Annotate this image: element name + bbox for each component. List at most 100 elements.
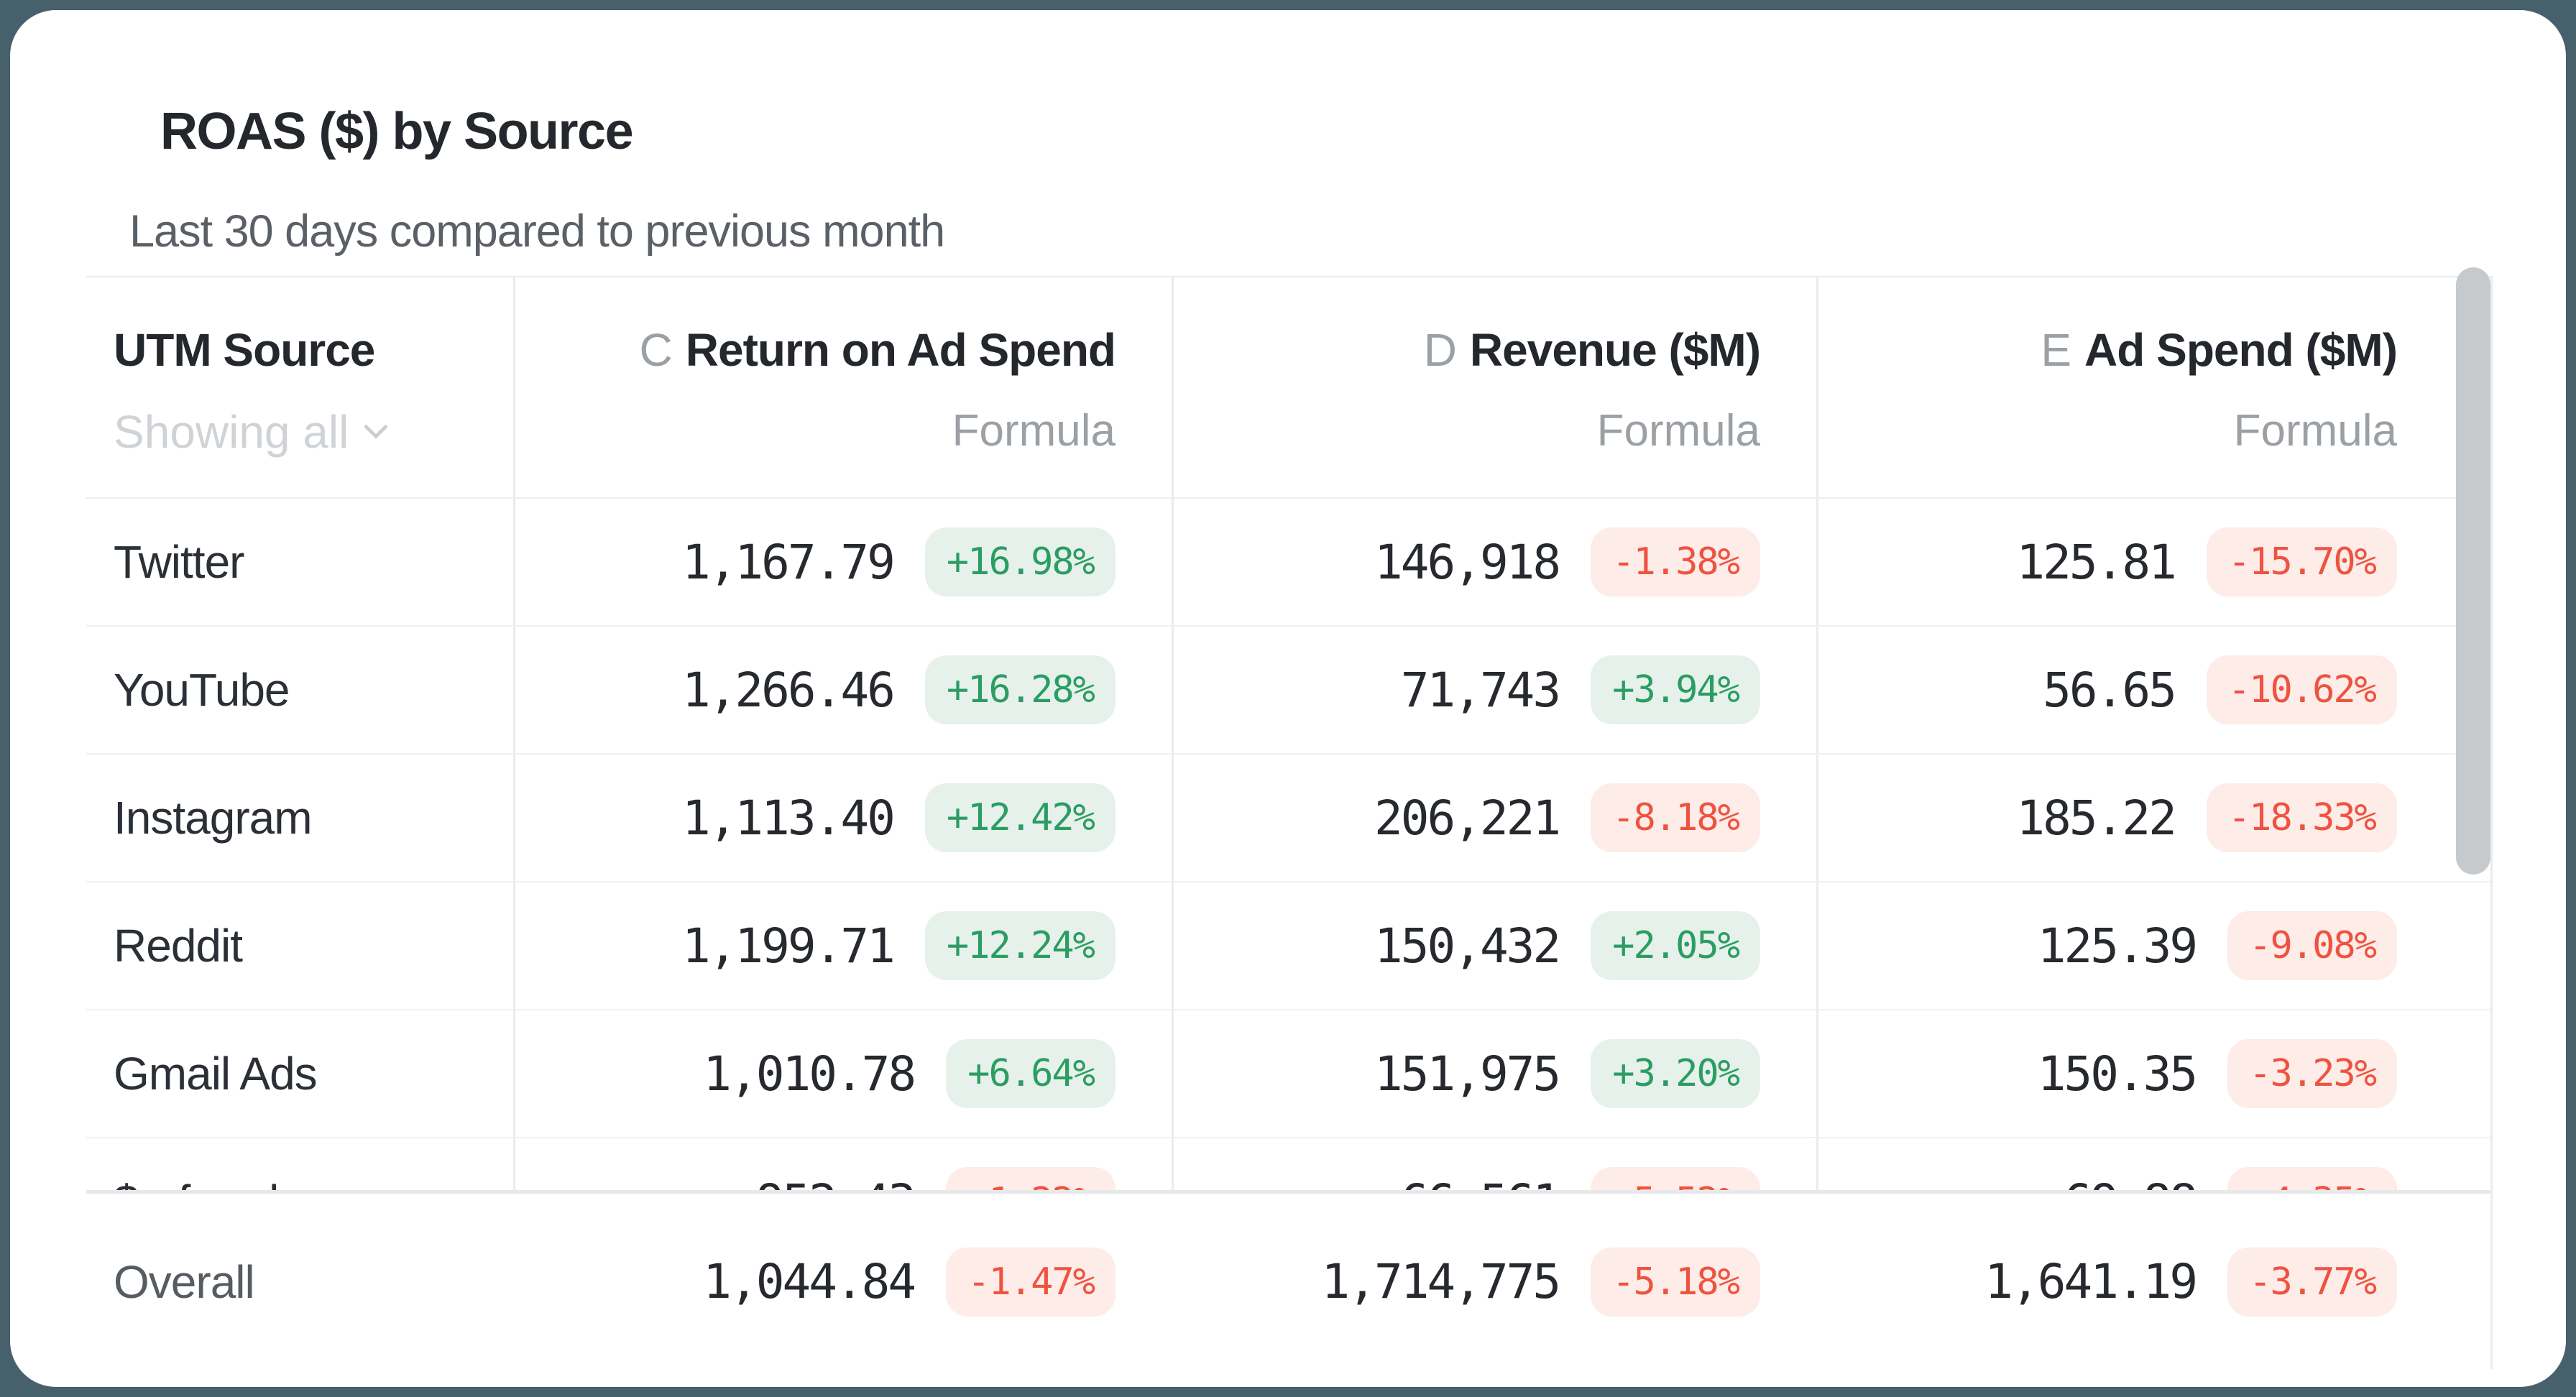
metric-cell: 150,432 +2.05% <box>1172 882 1816 1009</box>
metric-value: 125.81 <box>2016 534 2176 590</box>
change-badge: -5.18% <box>1591 1247 1760 1317</box>
change-badge: -18.33% <box>2206 783 2397 852</box>
metric-value: 1,010.78 <box>703 1046 916 1102</box>
metric-value: 151,975 <box>1374 1046 1561 1102</box>
table-row: Twitter 1,167.79 +16.98% 146,918 -1.38% … <box>86 499 2490 627</box>
metric-cell: 1,266.46 +16.28% <box>513 627 1172 753</box>
change-badge: -8.18% <box>1591 783 1760 852</box>
table-body: Twitter 1,167.79 +16.98% 146,918 -1.38% … <box>86 499 2490 1190</box>
change-badge: +16.28% <box>924 655 1116 724</box>
metric-column-title-line: C Return on Ad Spend <box>640 323 1116 377</box>
column-letter: C <box>639 324 673 376</box>
table-row: $referral 952.43 -1.22% 66,561 -5.52% 69… <box>86 1138 2490 1190</box>
metric-value: 150,432 <box>1374 918 1561 974</box>
column-formula-label: Formula <box>1596 406 1760 456</box>
column-title: Ad Spend ($M) <box>2084 324 2398 376</box>
metric-cell: 56.65 -10.62% <box>1816 627 2490 753</box>
vertical-scrollbar-thumb[interactable] <box>2456 267 2490 875</box>
source-cell: Gmail Ads <box>114 1048 318 1099</box>
table-row: Instagram 1,113.40 +12.42% 206,221 -8.18… <box>86 755 2490 882</box>
metric-cell: 1,010.78 +6.64% <box>513 1010 1172 1137</box>
metric-cell: 952.43 -1.22% <box>513 1138 1172 1190</box>
metric-cell: 69.88 -4.35% <box>1816 1138 2490 1190</box>
metric-cell: 1,167.79 +16.98% <box>513 499 1172 625</box>
table-row: Reddit 1,199.71 +12.24% 150,432 +2.05% 1… <box>86 882 2490 1010</box>
metric-value: 1,044.84 <box>703 1254 916 1309</box>
metric-value: 146,918 <box>1374 534 1561 590</box>
metric-cell: 66,561 -5.52% <box>1172 1138 1816 1190</box>
change-badge: +6.64% <box>946 1039 1116 1108</box>
card-title: ROAS ($) by Source <box>160 103 634 160</box>
card-subtitle: Last 30 days compared to previous month <box>129 206 945 257</box>
column-letter: D <box>1423 324 1457 376</box>
source-cell: Overall <box>114 1255 255 1308</box>
metric-column-header[interactable]: C Return on Ad Spend Formula <box>513 277 1172 497</box>
column-formula-label: Formula <box>2233 406 2397 456</box>
source-filter-dropdown[interactable]: Showing all <box>114 405 513 458</box>
metric-value: 125.39 <box>2037 918 2198 974</box>
metric-value: 1,199.71 <box>681 918 896 974</box>
metric-cell: 1,641.19 -3.77% <box>1816 1194 2490 1370</box>
metric-value: 71,743 <box>1400 662 1561 718</box>
column-title: Return on Ad Spend <box>685 324 1116 376</box>
metric-cell: 125.39 -9.08% <box>1816 882 2490 1009</box>
metric-cell: 1,714,775 -5.18% <box>1172 1194 1816 1370</box>
metric-value: 1,714,775 <box>1321 1254 1562 1309</box>
change-badge: +2.05% <box>1591 911 1760 980</box>
change-badge: +3.20% <box>1591 1039 1760 1108</box>
change-badge: -9.08% <box>2227 911 2397 980</box>
metric-cell: 1,199.71 +12.24% <box>513 882 1172 1009</box>
table-row: YouTube 1,266.46 +16.28% 71,743 +3.94% 5… <box>86 627 2490 755</box>
chevron-down-icon <box>364 415 389 439</box>
change-badge: -5.52% <box>1591 1167 1760 1190</box>
table-row: Overall 1,044.84 -1.47% 1,714,775 -5.18%… <box>86 1190 2490 1370</box>
change-badge: +16.98% <box>924 527 1116 596</box>
source-cell: Reddit <box>114 920 243 972</box>
metric-cell: 125.81 -15.70% <box>1816 499 2490 625</box>
metric-value: 150.35 <box>2037 1046 2198 1102</box>
metric-cell: 151,975 +3.20% <box>1172 1010 1816 1137</box>
metric-cell: 1,113.40 +12.42% <box>513 755 1172 881</box>
roas-card: ROAS ($) by Source Last 30 days compared… <box>10 10 2566 1387</box>
change-badge: +3.94% <box>1591 655 1760 724</box>
change-badge: -4.35% <box>2227 1167 2397 1190</box>
change-badge: -1.47% <box>946 1247 1116 1317</box>
column-header-utm-source: UTM Source Showing all <box>86 277 513 497</box>
utm-source-header-label: UTM Source <box>114 324 375 376</box>
source-cell: Instagram <box>114 792 313 844</box>
metric-cell: 146,918 -1.38% <box>1172 499 1816 625</box>
change-badge: -15.70% <box>2206 527 2397 596</box>
metric-value: 1,167.79 <box>681 534 896 590</box>
metric-value: 1,641.19 <box>1984 1254 2198 1309</box>
metric-value: 952.43 <box>756 1174 916 1191</box>
column-letter: E <box>2041 324 2072 376</box>
change-badge: -10.62% <box>2206 655 2397 724</box>
metric-cell: 206,221 -8.18% <box>1172 755 1816 881</box>
metric-value: 69.88 <box>2064 1174 2198 1191</box>
metric-value: 1,266.46 <box>681 662 896 718</box>
metric-cell: 185.22 -18.33% <box>1816 755 2490 881</box>
metric-value: 1,113.40 <box>681 790 896 846</box>
change-badge: -3.77% <box>2227 1247 2397 1317</box>
metric-value: 56.65 <box>2043 662 2177 718</box>
roas-table: UTM Source Showing all C Return on Ad Sp… <box>86 276 2493 1370</box>
metric-value: 66,561 <box>1401 1174 1561 1191</box>
column-title: Revenue ($M) <box>1469 324 1761 376</box>
table-header-row: UTM Source Showing all C Return on Ad Sp… <box>86 276 2490 499</box>
metric-value: 206,221 <box>1374 790 1561 846</box>
source-filter-label: Showing all <box>114 406 349 458</box>
metric-column-header[interactable]: D Revenue ($M) Formula <box>1172 277 1816 497</box>
change-badge: +12.42% <box>924 783 1116 852</box>
metric-column-title-line: D Revenue ($M) <box>1423 323 1761 377</box>
metric-column-title-line: E Ad Spend ($M) <box>2041 323 2398 377</box>
change-badge: -1.38% <box>1591 527 1760 596</box>
source-cell: Twitter <box>114 536 244 588</box>
metric-cell: 71,743 +3.94% <box>1172 627 1816 753</box>
column-formula-label: Formula <box>952 406 1116 456</box>
source-cell: YouTube <box>114 664 290 716</box>
metric-cell: 1,044.84 -1.47% <box>513 1194 1172 1370</box>
table-row: Gmail Ads 1,010.78 +6.64% 151,975 +3.20%… <box>86 1010 2490 1138</box>
metric-cell: 150.35 -3.23% <box>1816 1010 2490 1137</box>
change-badge: -1.22% <box>946 1167 1116 1190</box>
metric-column-header[interactable]: E Ad Spend ($M) Formula <box>1816 277 2490 497</box>
